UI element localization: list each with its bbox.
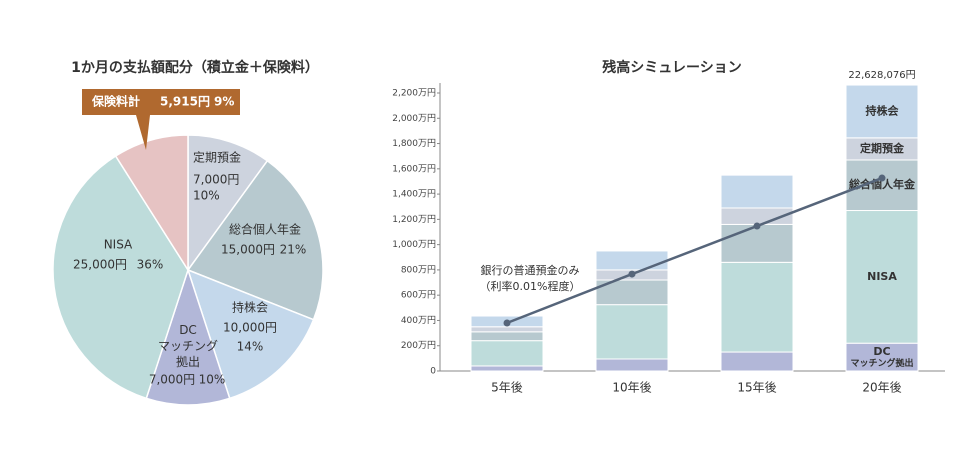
y-tick-label: 2,200万円 xyxy=(392,88,436,99)
slice-label: 36% xyxy=(137,258,164,272)
bar-segment xyxy=(845,159,919,212)
pie-slice xyxy=(114,134,189,273)
slice-label: 25,000円 xyxy=(73,258,127,272)
bar-segment xyxy=(720,261,794,353)
line-note: （利率0.01%程度） xyxy=(480,279,581,293)
slice-label-line: DC xyxy=(179,323,197,337)
segment-label: 持株会 xyxy=(866,103,900,117)
slice-label-line: 拠出 xyxy=(176,355,200,369)
segment-label-line: DC xyxy=(873,345,890,358)
total-label: 22,628,076円 xyxy=(848,70,915,81)
line-point xyxy=(878,174,886,182)
bar-segment xyxy=(470,331,544,342)
bar-segment xyxy=(595,304,669,360)
y-tick-label: 800万円 xyxy=(401,264,436,275)
callout-amount: 5,915円 xyxy=(160,95,210,109)
callout xyxy=(82,89,240,150)
bar-segment xyxy=(720,174,794,209)
pie-title: 1か月の支払額配分（積立金＋保険料） xyxy=(71,59,319,76)
y-tick-label: 1,200万円 xyxy=(392,214,436,225)
slice-label-line: マッチング xyxy=(158,339,218,353)
slice-label: 総合個人年金 xyxy=(229,222,301,237)
y-tick-label: 400万円 xyxy=(401,315,436,326)
segment-label-line: マッチング拠出 xyxy=(850,357,913,369)
slice-label: NISA xyxy=(104,238,133,252)
slice-label: 10% xyxy=(193,189,220,203)
bar-segment xyxy=(720,351,794,372)
y-tick-label: 1,000万円 xyxy=(392,239,436,250)
y-tick-label: 0 xyxy=(430,367,436,377)
slice-label: 7,000円 xyxy=(193,173,239,187)
line-point xyxy=(628,270,636,278)
bar-segment xyxy=(595,250,669,271)
x-tick-label: 15年後 xyxy=(737,381,776,395)
segment-label: 総合個人年金 xyxy=(849,177,916,191)
slice-label: 14% xyxy=(237,340,264,354)
y-tick-label: 2,000万円 xyxy=(392,113,436,124)
bar-segment xyxy=(845,342,919,372)
segment-label: DC マッチング拠出 xyxy=(850,345,913,369)
segment-label: NISA xyxy=(867,270,897,283)
slice-label: DC マッチング拠出 xyxy=(158,323,218,369)
pie-slice xyxy=(186,159,324,321)
bar-segment xyxy=(470,340,544,367)
y-tick-label: 1,800万円 xyxy=(392,138,436,149)
slice-label: 7,000円 xyxy=(149,373,195,387)
bar-segment xyxy=(720,223,794,263)
line-label: 銀行の普通預金のみ xyxy=(481,263,580,277)
callout-name: 保険料計 xyxy=(91,94,140,109)
slice-label: 10,000円 xyxy=(223,321,277,335)
pie-slice xyxy=(145,267,231,406)
callout-pct: 9% xyxy=(214,95,234,109)
slice-label: 持株会 xyxy=(232,300,268,315)
line xyxy=(506,176,883,325)
slice-label: 21% xyxy=(280,243,307,257)
x-tick-label: 20年後 xyxy=(862,381,901,395)
bar-segment xyxy=(845,84,919,139)
y-tick-label: 1,400万円 xyxy=(392,189,436,200)
pie-slice xyxy=(187,134,269,273)
bar-segment xyxy=(470,365,544,372)
x-tick-label: 10年後 xyxy=(612,381,651,395)
slice-label: 10% xyxy=(199,373,226,387)
bar-title: 残高シミュレーション xyxy=(602,59,741,76)
y-tick-label: 200万円 xyxy=(401,340,436,351)
bar-segment xyxy=(595,358,669,372)
bar-segment xyxy=(470,326,544,333)
x-tick-label: 5年後 xyxy=(491,381,523,395)
segment-label: 定期預金 xyxy=(860,141,905,155)
y-tick-label: 600万円 xyxy=(401,290,436,301)
bar-segment xyxy=(845,210,919,344)
line-point xyxy=(753,222,761,230)
line-point xyxy=(503,319,511,327)
slice-label: 定期預金 xyxy=(193,150,241,165)
y-tick-label: 1,600万円 xyxy=(392,163,436,174)
slice-label: 15,000円 xyxy=(221,243,275,257)
pie-slice xyxy=(52,154,189,400)
